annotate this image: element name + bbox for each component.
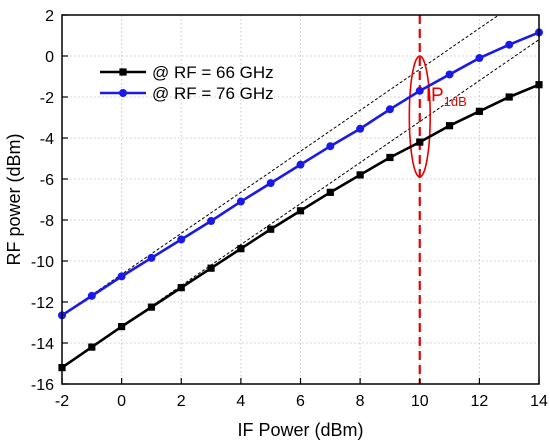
data-point-76ghz [475, 54, 484, 63]
grid [62, 15, 539, 384]
axis-ticks: -2 0 2 4 6 8 10 12 14 -16 -14 -12 -10 -8 -6 -4 -2 0 2 [31, 8, 548, 410]
y-tick-label: -12 [31, 295, 54, 312]
x-tick-label: 4 [236, 393, 245, 410]
data-point-66ghz [445, 122, 454, 130]
data-point-76ghz [415, 86, 424, 95]
data-point-66ghz [356, 171, 364, 179]
legend-marker-66ghz [119, 68, 127, 76]
reference-line-1 [62, 15, 500, 316]
legend-label-76ghz: @ RF = 76 GHz [152, 84, 274, 103]
data-point-66ghz [118, 323, 126, 331]
y-tick-label: -14 [31, 336, 54, 353]
data-point-76ghz [177, 235, 186, 244]
data-point-76ghz [385, 105, 394, 114]
data-point-76ghz [356, 124, 365, 133]
series-line-1 [61, 31, 540, 317]
x-tick-label: 8 [356, 393, 365, 410]
data-point-76ghz [117, 272, 126, 281]
ip1db-label-sub: 1dB [444, 94, 467, 109]
x-tick-label: -2 [55, 393, 69, 410]
data-point-76ghz [296, 160, 305, 169]
y-tick-label: -16 [31, 377, 54, 394]
x-tick-label: 14 [530, 393, 548, 410]
data-point-66ghz [296, 207, 305, 215]
data-point-76ghz [445, 70, 454, 79]
legend: @ RF = 66 GHz @ RF = 76 GHz [100, 63, 274, 103]
x-tick-label: 0 [117, 393, 126, 410]
data-point-66ghz [505, 93, 513, 101]
data-point-76ghz [236, 197, 245, 206]
data-point-76ghz [87, 291, 96, 300]
x-tick-label: 2 [177, 393, 186, 410]
x-axis-title: IF Power (dBm) [237, 420, 363, 440]
data-point-66ghz [147, 303, 156, 311]
y-axis-title: RF power (dBm) [4, 133, 24, 265]
legend-marker-76ghz [119, 89, 127, 97]
data-point-66ghz [177, 284, 185, 292]
data-point-66ghz [88, 343, 96, 351]
y-tick-label: -8 [40, 213, 54, 230]
series-group [58, 28, 543, 372]
x-tick-label: 12 [470, 393, 488, 410]
data-point-66ghz [416, 138, 424, 146]
data-point-76ghz [147, 253, 156, 262]
legend-label-66ghz: @ RF = 66 GHz [152, 63, 274, 82]
y-tick-label: -2 [40, 90, 54, 107]
x-tick-label: 10 [411, 393, 429, 410]
y-tick-label: -10 [31, 254, 54, 271]
data-point-66ghz [326, 188, 334, 196]
x-tick-label: 6 [296, 393, 305, 410]
data-point-66ghz [237, 245, 245, 253]
data-point-66ghz [267, 225, 275, 233]
y-tick-label: 2 [45, 8, 54, 25]
ip1db-label: IP1dB [426, 85, 467, 109]
data-point-66ghz [475, 107, 483, 115]
y-tick-label: -6 [40, 172, 54, 189]
data-point-66ghz [386, 153, 394, 162]
data-point-66ghz [207, 264, 215, 272]
ip1db-marker [408, 15, 431, 384]
ip1db-label-main: IP [426, 85, 444, 106]
data-point-76ghz [326, 142, 335, 151]
data-point-76ghz [207, 217, 216, 226]
y-tick-label: -4 [40, 131, 54, 148]
data-point-76ghz [266, 179, 275, 188]
data-point-76ghz [505, 40, 514, 49]
y-tick-label: 0 [45, 49, 54, 66]
ip1db-ellipse [408, 55, 431, 178]
